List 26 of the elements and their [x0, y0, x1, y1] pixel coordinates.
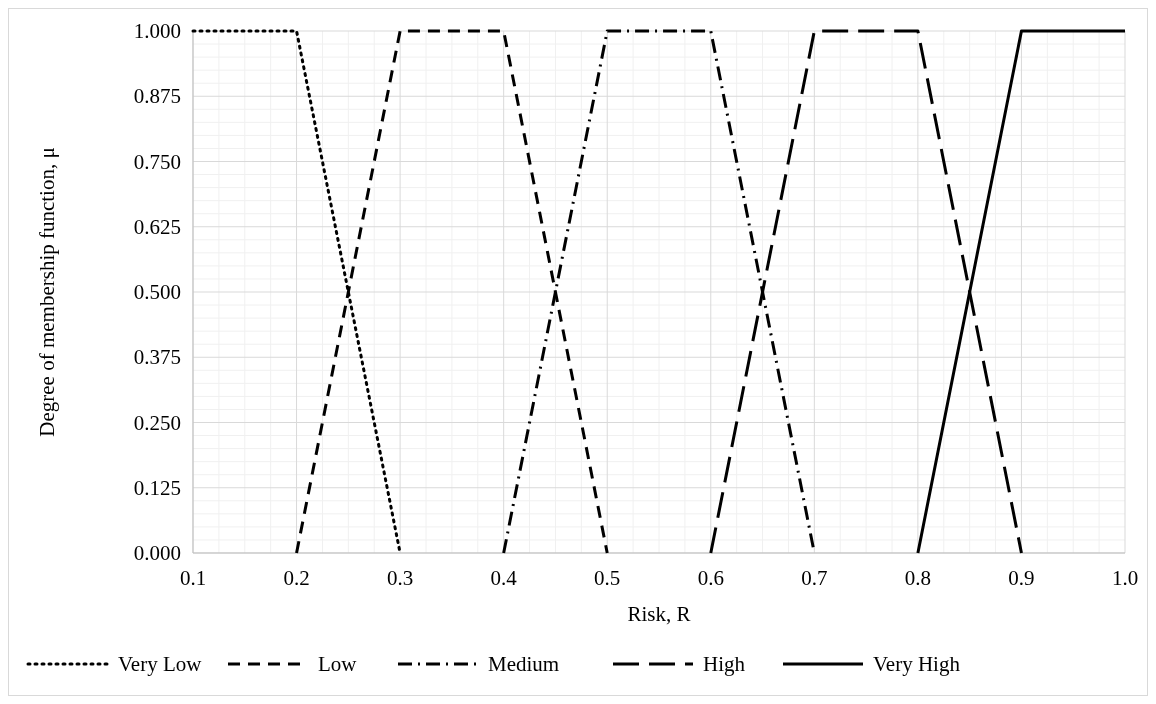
- legend-label: High: [703, 652, 746, 676]
- legend-label: Very Low: [118, 652, 203, 676]
- y-axis-title: Degree of membership function, μ: [35, 147, 59, 437]
- x-tick-label: 1.0: [1111, 566, 1139, 590]
- x-tick-label: 0.8: [904, 566, 932, 590]
- x-tick-label: 0.2: [283, 566, 310, 590]
- y-tick-label: 1.000: [133, 19, 181, 43]
- y-tick-label: 0.625: [133, 214, 181, 239]
- y-tick-label: 0.875: [133, 84, 181, 109]
- y-tick-label: 0.250: [133, 410, 181, 435]
- legend-label: Low: [318, 652, 358, 676]
- x-tick-label: 0.4: [490, 566, 518, 590]
- y-tick-label: 0.375: [133, 345, 181, 370]
- x-tick-label: 0.9: [1008, 566, 1035, 590]
- x-tick-label: 0.7: [801, 566, 828, 590]
- legend-label: Very High: [873, 652, 961, 676]
- x-axis-title: Risk, R: [627, 602, 691, 626]
- y-tick-label: 0.750: [133, 149, 181, 174]
- legend-label: Medium: [488, 652, 560, 676]
- x-tick-label: 0.5: [594, 566, 621, 590]
- y-tick-label: 0.000: [133, 541, 181, 565]
- x-tick-label: 0.1: [179, 566, 207, 590]
- x-tick-label: 0.6: [697, 566, 724, 590]
- x-tick-label: 0.3: [386, 566, 414, 590]
- y-tick-label: 0.500: [133, 280, 181, 304]
- y-tick-label: 0.125: [133, 475, 181, 500]
